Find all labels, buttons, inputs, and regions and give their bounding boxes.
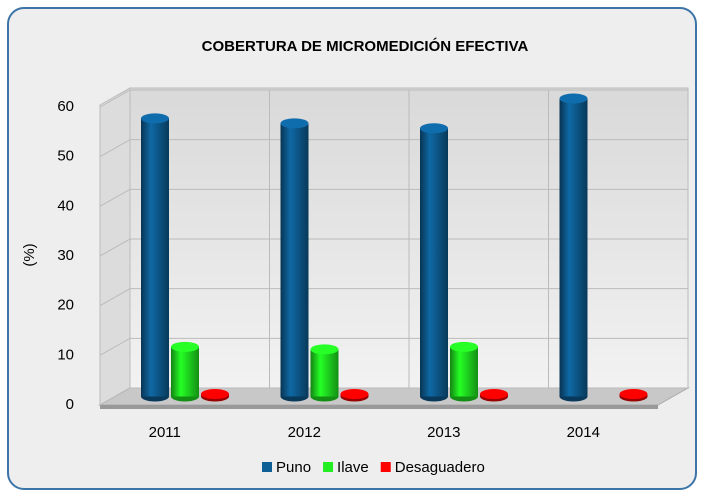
bar-top	[340, 389, 369, 400]
x-tick-label: 2013	[427, 424, 460, 441]
grid-line	[99, 89, 131, 108]
bar	[141, 113, 169, 402]
bar-top	[280, 118, 309, 129]
bar-top	[450, 341, 478, 352]
bar	[310, 344, 339, 402]
legend-label: Puno	[276, 459, 311, 476]
bar	[340, 389, 369, 402]
bar	[450, 341, 478, 402]
legend-swatch	[262, 462, 272, 472]
x-tick-label: 2012	[288, 424, 321, 441]
y-tick-label: 60	[57, 98, 74, 115]
bar-body	[559, 98, 588, 397]
bar	[280, 118, 309, 402]
grid-line	[99, 337, 131, 356]
bar	[619, 389, 648, 402]
y-tick-label: 0	[66, 396, 74, 413]
bar-body	[450, 346, 478, 397]
y-tick-label: 10	[57, 346, 74, 363]
bar-top	[559, 93, 588, 104]
bar	[420, 123, 448, 402]
legend-label: Ilave	[337, 459, 369, 476]
y-tick-label: 20	[57, 297, 74, 314]
bar	[559, 93, 588, 402]
bar	[201, 389, 229, 402]
grid-line	[99, 188, 131, 207]
bar-body	[280, 123, 309, 397]
bar-body	[141, 118, 169, 397]
bar	[480, 389, 508, 402]
side-wall	[99, 87, 131, 406]
bar-top	[171, 341, 199, 352]
bar-top	[480, 389, 508, 400]
x-tick-label: 2014	[567, 424, 600, 441]
bar-body	[171, 346, 199, 397]
bar	[171, 341, 199, 402]
x-tick-label: 2011	[149, 424, 181, 441]
bar-top	[420, 123, 448, 134]
grid-line	[99, 288, 131, 307]
grid-line	[99, 139, 131, 158]
y-tick-label: 40	[57, 197, 74, 214]
bar-top	[619, 389, 648, 400]
grid-line	[99, 387, 131, 406]
chart-title: COBERTURA DE MICROMEDICIÓN EFECTIVA	[202, 37, 529, 55]
bar-top	[141, 113, 169, 124]
y-axis-label: (%)	[21, 243, 38, 266]
floor-edge	[100, 405, 658, 409]
bar-body	[310, 349, 339, 397]
grid-line	[99, 238, 131, 257]
y-tick-label: 30	[57, 247, 74, 264]
bar-body	[420, 128, 448, 397]
legend-label: Desaguadero	[395, 459, 485, 476]
legend-swatch	[380, 462, 391, 472]
bar-top	[201, 389, 229, 400]
legend-swatch	[323, 462, 334, 472]
bar-top	[310, 344, 339, 355]
y-tick-label: 50	[57, 148, 74, 165]
